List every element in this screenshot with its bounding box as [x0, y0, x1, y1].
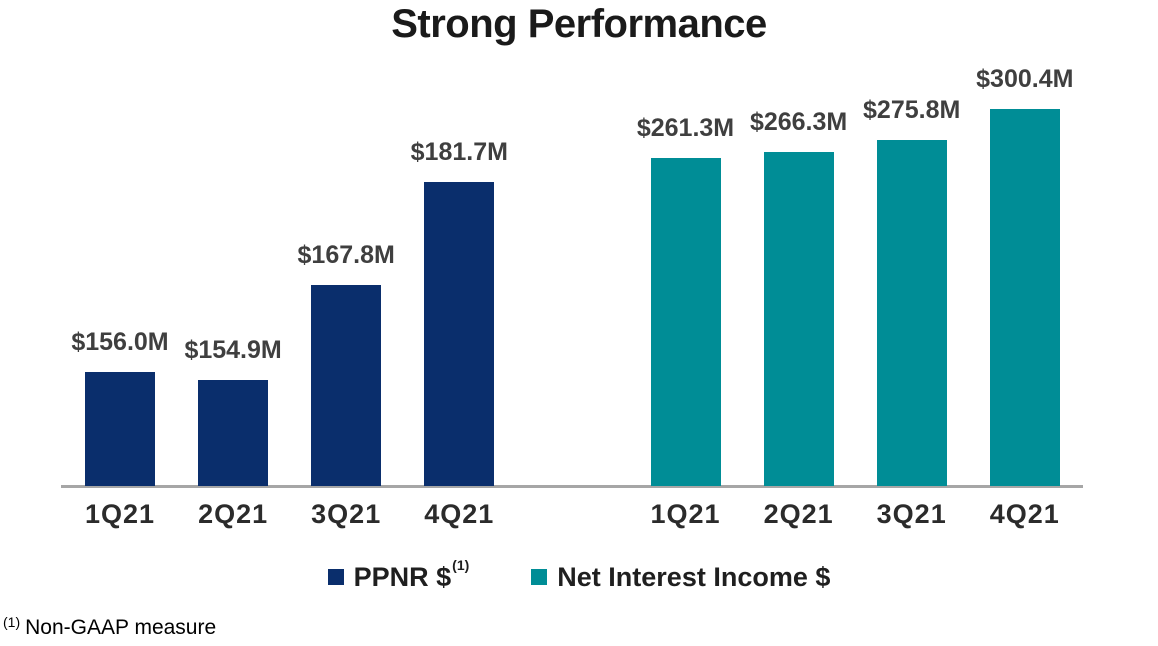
- bar-nii-4q21: [989, 109, 1060, 486]
- legend-item-nii: Net Interest Income $: [531, 561, 830, 593]
- bar-value-label: $156.0M: [71, 328, 169, 356]
- nii-legend-swatch-icon: [531, 569, 548, 585]
- bar-value-label: $181.7M: [410, 138, 508, 166]
- x-axis-label: 1Q21: [84, 499, 156, 529]
- legend-label-ppnr: PPNR $: [353, 562, 452, 592]
- footnote: (1) Non-GAAP measure: [3, 614, 217, 642]
- legend-item-ppnr: PPNR $ (1): [327, 557, 469, 593]
- bar-nii-1q21: [650, 158, 721, 486]
- x-axis-label: 2Q21: [763, 499, 834, 529]
- x-axis-label: 3Q21: [876, 499, 947, 529]
- x-axis-label: 1Q21: [650, 499, 721, 529]
- bar-ppnr-1q21: [85, 372, 155, 486]
- x-axis-line: [61, 485, 1083, 488]
- ppnr-legend-swatch-icon: [327, 569, 344, 585]
- bar-ppnr-2q21: [198, 380, 269, 486]
- bar-ppnr-3q21: [311, 285, 382, 486]
- bar-value-label: $261.3M: [636, 114, 735, 142]
- bar-nii-2q21: [763, 152, 834, 486]
- legend-label-nii: Net Interest Income $: [557, 562, 831, 592]
- bar-value-label: $167.8M: [297, 241, 395, 269]
- footnote-text: Non-GAAP measure: [25, 616, 217, 639]
- bar-value-label: $300.4M: [976, 65, 1074, 93]
- bar-value-label: $275.8M: [863, 96, 961, 124]
- x-axis-label: 4Q21: [424, 499, 495, 529]
- x-axis-label: 2Q21: [198, 499, 269, 529]
- bar-nii-3q21: [876, 140, 947, 486]
- x-axis-label: 3Q21: [311, 499, 382, 529]
- bar-value-label: $266.3M: [749, 108, 848, 136]
- bar-ppnr-4q21: [424, 182, 495, 486]
- chart-legend: PPNR $ (1) Net Interest Income $: [0, 557, 1158, 593]
- bar-value-label: $154.9M: [184, 336, 282, 364]
- legend-footnote-marker: (1): [452, 557, 470, 573]
- x-axis-label: 4Q21: [989, 499, 1060, 529]
- chart-title: Strong Performance: [391, 2, 767, 46]
- footnote-marker: (1): [3, 614, 21, 630]
